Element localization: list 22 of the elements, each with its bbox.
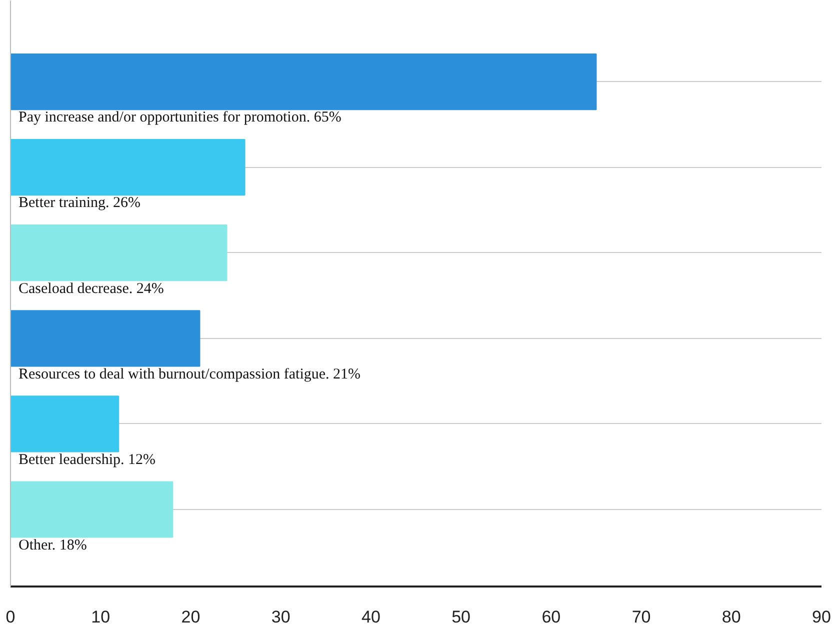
bar <box>10 310 200 367</box>
bar <box>10 396 120 452</box>
y-tick-label: Pay increase and/or opportunities for promotion. 65% <box>18 110 342 126</box>
x-tick-label: 30 <box>271 608 290 626</box>
x-tick-label: 90 <box>812 608 831 626</box>
x-tick-label: 80 <box>722 608 741 626</box>
y-tick-label: Other. 18% <box>18 537 87 554</box>
x-tick-label: 60 <box>542 608 561 626</box>
x-tick-label: 10 <box>91 608 110 626</box>
bar <box>10 139 246 196</box>
x-tick-label: 0 <box>6 608 16 626</box>
x-tick-label: 50 <box>452 608 471 626</box>
x-tick-label: 20 <box>181 608 200 626</box>
bar <box>10 481 174 538</box>
y-tick-label: Resources to deal with burnout/compassion fatigue. 21% <box>18 366 361 382</box>
x-tick-label: 70 <box>632 608 651 626</box>
bar <box>10 224 228 282</box>
y-tick-label: Caseload decrease. 24% <box>18 280 164 297</box>
y-tick-label: Better leadership. 12% <box>18 452 156 468</box>
bar <box>10 53 597 110</box>
x-tick-label: 40 <box>361 608 380 626</box>
y-tick-label: Better training. 26% <box>18 195 141 212</box>
